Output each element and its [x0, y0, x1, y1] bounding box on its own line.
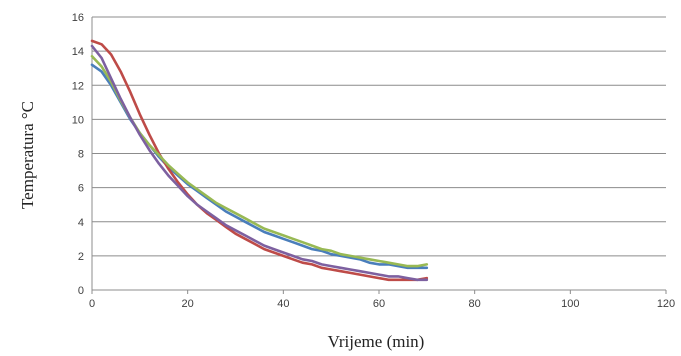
series-group [92, 41, 427, 280]
x-tick-label: 100 [561, 298, 579, 310]
series-line-1 [92, 65, 427, 268]
series-line-4 [92, 46, 427, 280]
axes [92, 17, 666, 294]
y-tick-label: 8 [78, 149, 84, 161]
y-tick-label: 16 [72, 12, 84, 24]
y-axis-title: Temperatura °C [18, 101, 37, 209]
y-tick-label: 0 [78, 285, 84, 297]
x-tick-label: 40 [277, 298, 289, 310]
gridlines [92, 17, 666, 256]
series-line-3 [92, 56, 427, 266]
x-tick-label: 60 [373, 298, 385, 310]
x-tick-label: 80 [469, 298, 481, 310]
x-tick-label: 0 [89, 298, 95, 310]
x-axis-title: Vrijeme (min) [328, 332, 425, 351]
y-tick-label: 4 [78, 217, 84, 229]
y-tick-label: 10 [72, 114, 84, 126]
y-tick-labels: 0 2 4 6 8 10 12 14 16 [72, 12, 84, 297]
x-tick-labels: 0 20 40 60 80 100 120 [89, 298, 675, 310]
x-tick-label: 20 [182, 298, 194, 310]
y-tick-label: 12 [72, 80, 84, 92]
y-tick-label: 6 [78, 183, 84, 195]
y-tick-label: 14 [72, 46, 84, 58]
x-tick-label: 120 [657, 298, 675, 310]
y-tick-label: 2 [78, 251, 84, 263]
